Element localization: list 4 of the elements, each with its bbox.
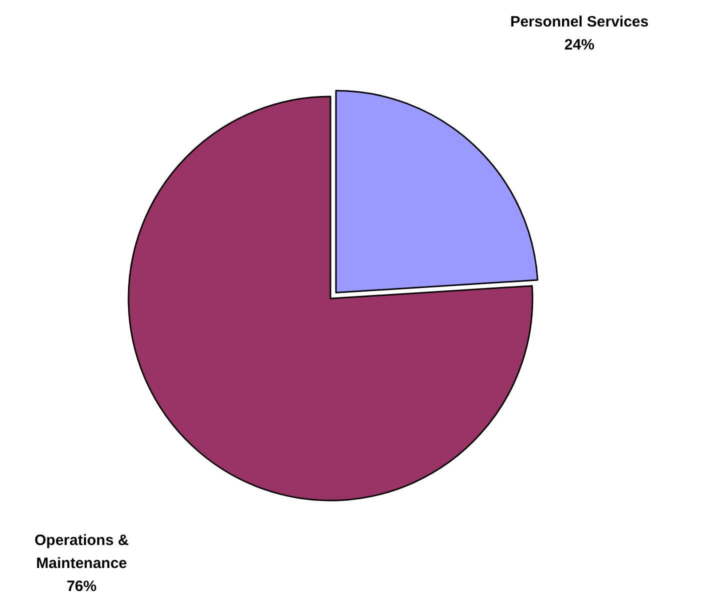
data-label: 76%	[66, 578, 97, 596]
slice-label: Operations & Maintenance	[34, 532, 129, 572]
data-label: 24%	[564, 36, 594, 54]
slice-label: Personnel Services	[510, 13, 649, 30]
